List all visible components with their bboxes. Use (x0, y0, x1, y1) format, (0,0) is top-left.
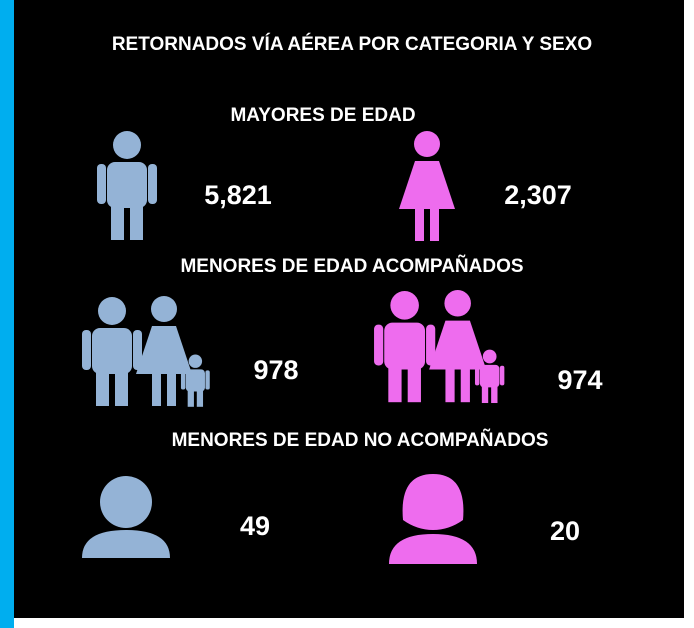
side-stripe (0, 0, 14, 628)
count: 2,307 (504, 180, 572, 210)
count: 974 (557, 365, 602, 395)
count: 5,821 (204, 180, 272, 210)
count: 20 (550, 516, 580, 546)
count: 49 (240, 511, 270, 541)
section-label: MENORES DE EDAD NO ACOMPAÑADOS (172, 429, 549, 451)
section-label: MENORES DE EDAD ACOMPAÑADOS (180, 255, 523, 277)
title: RETORNADOS VÍA AÉREA POR CATEGORIA Y SEX… (112, 33, 592, 55)
section-label: MAYORES DE EDAD (230, 105, 415, 126)
count: 978 (253, 355, 298, 385)
